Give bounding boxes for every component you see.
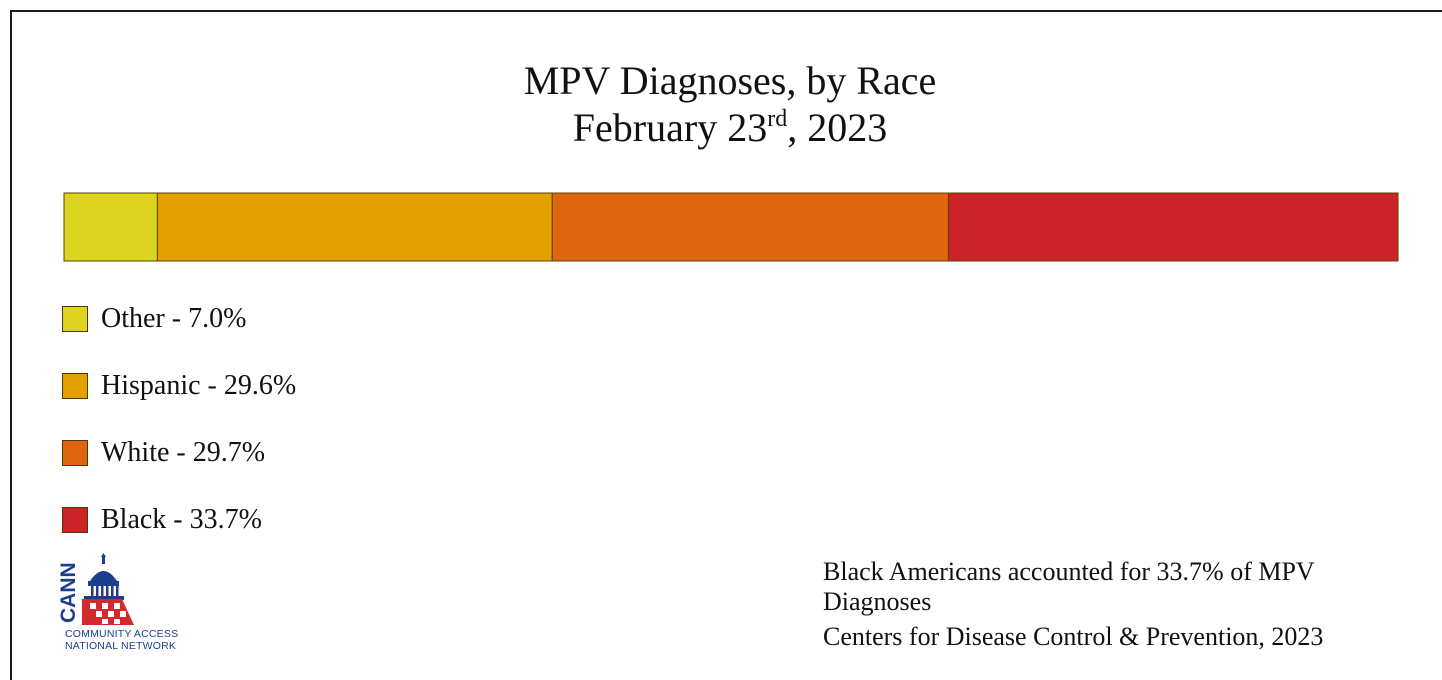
chart-date-prefix: February 23 (572, 105, 768, 150)
legend-swatch-hispanic (62, 373, 88, 399)
legend-swatch-black (62, 507, 88, 533)
logo-line-2: NATIONAL NETWORK (65, 640, 177, 652)
legend-item-white: White - 29.7% (62, 437, 265, 469)
bar-segment-white (551, 192, 949, 262)
legend-item-hispanic: Hispanic - 29.6% (62, 370, 296, 402)
chart-title-line-1: MPV Diagnoses, by Race (523, 58, 937, 103)
chart-date-suffix: , 2023 (787, 105, 888, 150)
cann-logo: CANN (60, 553, 134, 625)
source-citation: Centers for Disease Control & Prevention… (823, 622, 1324, 651)
capitol-dome-icon (84, 553, 124, 600)
bar-segment-other (63, 192, 158, 262)
caption-line-2: Diagnoses (823, 587, 932, 616)
red-ribbon-checker-icon (82, 599, 134, 625)
logo-line-1: COMMUNITY ACCESS (65, 628, 179, 640)
chart-frame (10, 10, 1442, 680)
legend-item-black: Black - 33.7% (62, 504, 262, 536)
chart-subtitle: February 23rd, 2023 (0, 105, 1442, 151)
legend-label-other: Other - 7.0% (101, 303, 247, 334)
chart-title: MPV Diagnoses, by Race (0, 58, 1442, 104)
legend-label-hispanic: Hispanic - 29.6% (101, 370, 297, 401)
chart-date-ordinal: rd (767, 106, 788, 132)
legend-swatch-other (62, 306, 88, 332)
logo-wordmark: CANN (60, 562, 80, 623)
bar-segment-black (947, 192, 1399, 262)
legend-label-white: White - 29.7% (101, 437, 266, 468)
legend-swatch-white (62, 440, 88, 466)
legend-item-other: Other - 7.0% (62, 303, 246, 335)
bar-segment-hispanic (156, 192, 553, 262)
caption-line-1: Black Americans accounted for 33.7% of M… (823, 557, 1315, 586)
legend-label-black: Black - 33.7% (101, 504, 262, 535)
